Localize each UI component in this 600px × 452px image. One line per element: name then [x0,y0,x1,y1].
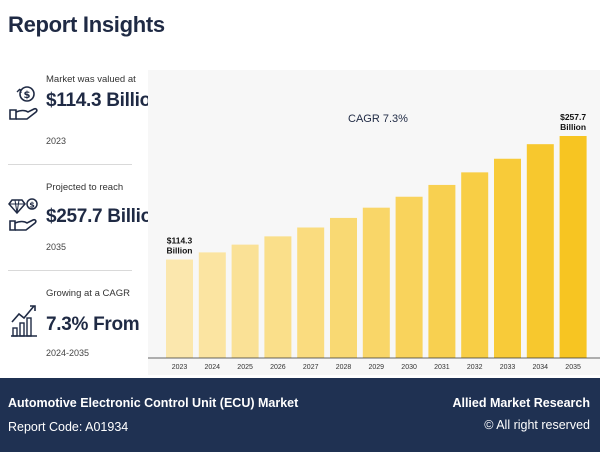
x-tick-label: 2035 [565,364,581,371]
chart-bar-2024 [198,252,226,358]
stat-label: Market was valued at [46,74,136,85]
growth-chart-icon [11,305,37,337]
footer-bar: Automotive Electronic Control Unit (ECU)… [0,378,600,452]
x-tick-label: 2033 [500,364,516,371]
chart-bar-2027 [297,227,325,358]
chart-bar-2028 [330,217,357,358]
x-tick-label: 2034 [533,364,549,371]
svg-text:$: $ [29,201,35,210]
chart-area: CAGR 7.3% 2023 2024 2025 2026 2027 2028 2029 203… [148,70,600,375]
data-label-unit: Billion [167,246,193,256]
bar-chart: CAGR 7.3% 2023 2024 2025 2026 2027 2028 2029 203… [148,112,600,371]
chart-bar-2032 [461,172,489,358]
stat-market-value: $ Market was valued at $114.3 Billion 20… [8,74,163,150]
divider [8,270,132,271]
chart-bar-2029 [362,207,390,358]
x-tick-label: 2028 [336,364,352,371]
stat-label: Growing at a CAGR [46,288,130,299]
report-code: Report Code: A01934 [8,420,129,434]
divider [8,164,132,165]
x-tick-label: 2023 [172,364,188,371]
stat-cagr: Growing at a CAGR 7.3% From 2024-2035 [8,288,140,364]
x-tick-label: 2032 [467,364,483,371]
stat-value: $257.7 Billion [46,206,164,227]
x-tick-label: 2029 [369,364,385,371]
data-label-value: $257.7 [560,112,586,122]
chart-title: CAGR 7.3% [348,113,408,125]
chart-bar-2033 [494,158,521,358]
chart-bar-2031 [428,184,456,358]
chart-bar-2035 [559,136,587,358]
chart-bar-2034 [526,144,554,358]
stat-value: $114.3 Billion [46,90,163,111]
x-tick-label: 2030 [401,364,417,371]
stat-value: 7.3% From [46,314,140,335]
page-title: Report Insights [8,12,165,37]
copyright: © All right reserved [484,418,590,432]
stat-year: 2024-2035 [46,348,90,358]
stat-label: Projected to reach [46,182,124,193]
chart-bar-2025 [231,244,259,358]
x-tick-label: 2027 [303,364,319,371]
brand-name: Allied Market Research [452,396,590,410]
diamond-hand-icon: $ [8,198,38,231]
svg-text:$: $ [24,90,31,101]
stat-year: 2035 [46,242,67,252]
chart-bar-2023 [166,259,193,358]
stat-projected-value: $ Projected to reach $257.7 Billion 2035 [8,182,164,258]
x-tick-label: 2024 [205,364,221,371]
x-tick-label: 2031 [434,364,450,371]
data-label-value: $114.3 [167,236,193,246]
chart-bar-2030 [395,196,423,358]
data-label-unit: Billion [560,122,586,132]
chart-bar-2026 [264,236,292,358]
stat-year: 2023 [46,136,67,146]
money-hand-icon: $ [9,86,38,120]
report-name: Automotive Electronic Control Unit (ECU)… [8,396,299,410]
x-tick-label: 2026 [270,364,286,371]
x-tick-label: 2025 [237,364,253,371]
